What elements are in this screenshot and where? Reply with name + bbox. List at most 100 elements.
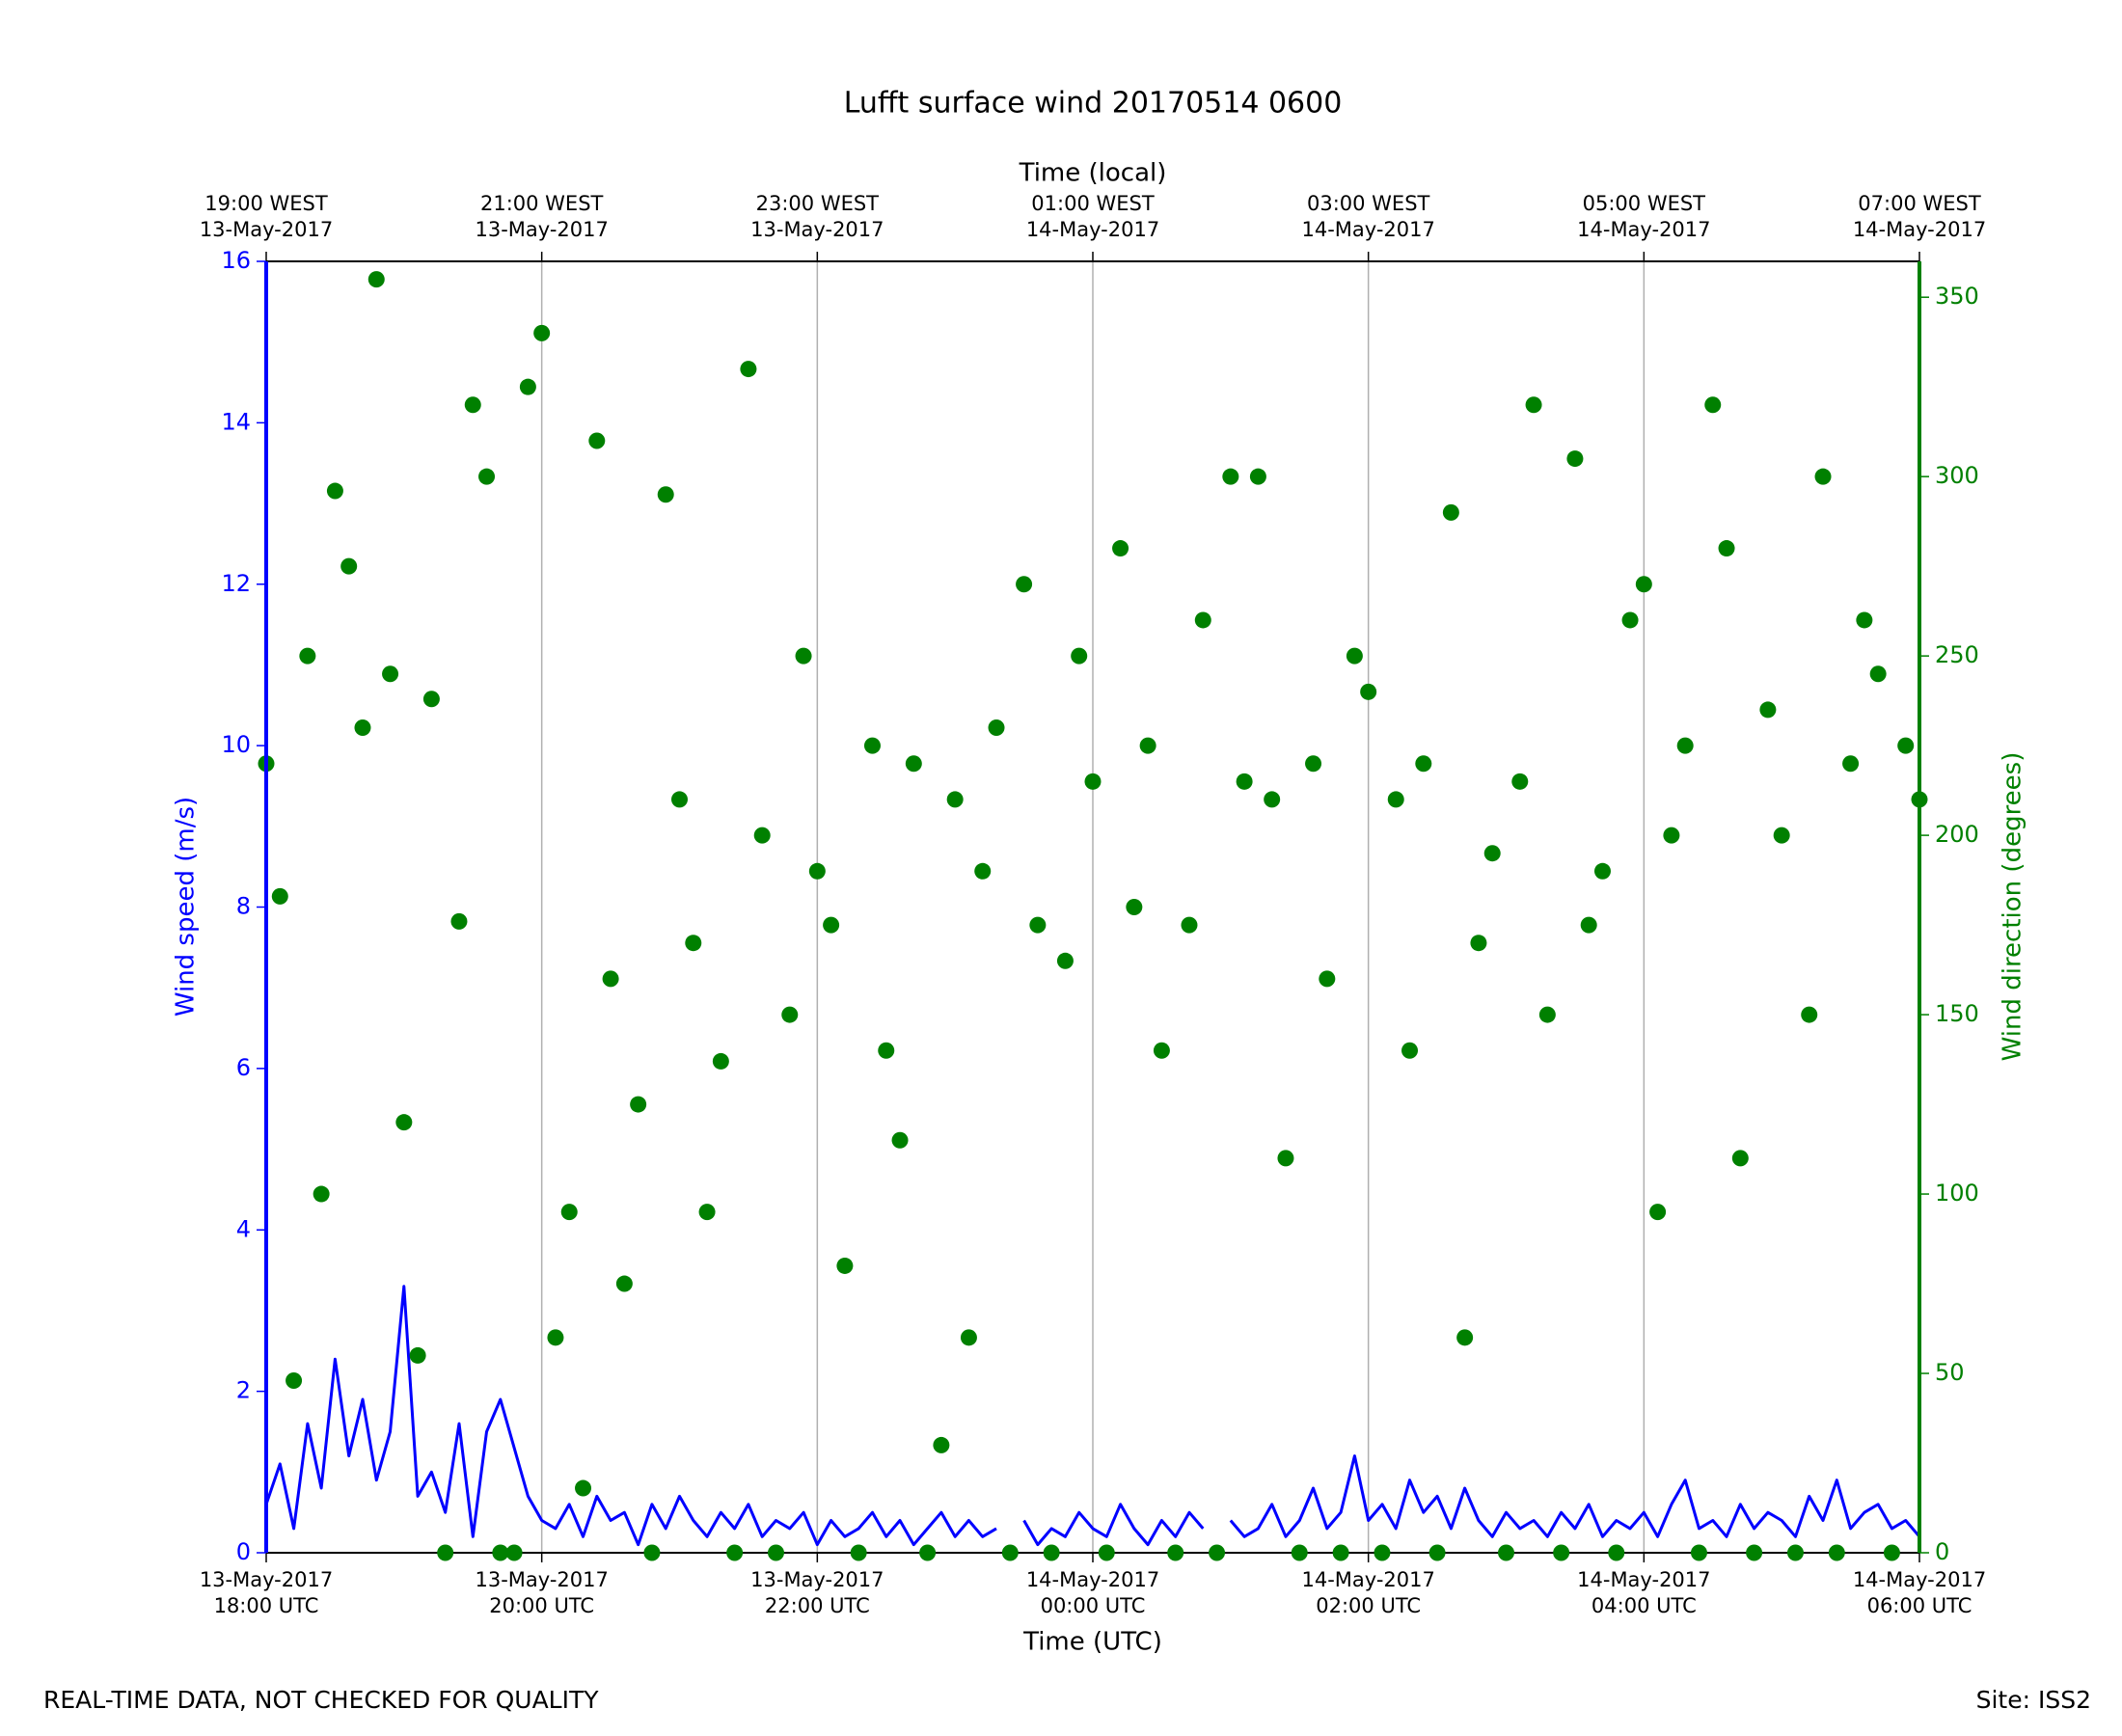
x2-tick-label: 13-May-2017 bbox=[475, 218, 608, 241]
wind-direction-point bbox=[1608, 1544, 1625, 1561]
x2-tick-label: 19:00 WEST bbox=[204, 192, 328, 215]
wind-direction-point bbox=[960, 1329, 977, 1346]
y-tick-label: 4 bbox=[236, 1215, 251, 1242]
wind-direction-point bbox=[340, 557, 358, 575]
y-tick-label: 16 bbox=[221, 247, 251, 274]
x-tick-label: 14-May-2017 bbox=[1301, 1568, 1434, 1591]
wind-direction-point bbox=[753, 827, 771, 844]
wind-direction-point bbox=[1001, 1544, 1019, 1561]
wind-direction-point bbox=[1071, 647, 1088, 665]
wind-direction-point bbox=[1649, 1204, 1667, 1221]
wind-direction-point bbox=[878, 1042, 895, 1059]
wind-direction-point bbox=[1401, 1042, 1419, 1059]
wind-direction-point bbox=[1236, 773, 1253, 790]
wind-direction-point bbox=[767, 1544, 784, 1561]
wind-direction-point bbox=[1718, 540, 1735, 557]
wind-direction-point bbox=[286, 1371, 303, 1389]
wind-direction-point bbox=[643, 1544, 661, 1561]
wind-direction-point bbox=[492, 1544, 509, 1561]
wind-direction-point bbox=[1181, 916, 1198, 934]
wind-direction-point bbox=[1016, 576, 1033, 593]
x-tick-label: 13-May-2017 bbox=[200, 1568, 333, 1591]
wind-direction-point bbox=[671, 791, 688, 808]
wind-direction-point bbox=[271, 887, 288, 905]
wind-direction-point bbox=[1538, 1006, 1556, 1023]
y-tick-label: 0 bbox=[236, 1538, 251, 1565]
wind-speed-line bbox=[264, 1285, 1921, 1547]
y2-tick-label: 350 bbox=[1935, 283, 1979, 310]
wind-direction-point bbox=[382, 665, 399, 683]
x-tick-label: 13-May-2017 bbox=[750, 1568, 884, 1591]
wind-direction-point bbox=[685, 935, 702, 952]
wind-direction-point bbox=[519, 378, 536, 395]
wind-direction-point bbox=[1704, 396, 1722, 414]
wind-direction-point bbox=[1897, 737, 1915, 754]
wind-direction-point bbox=[1387, 791, 1404, 808]
wind-direction-point bbox=[478, 468, 496, 485]
y2-axis-label: Wind direction (degrees) bbox=[1999, 752, 2027, 1062]
x-tick-label: 02:00 UTC bbox=[1316, 1594, 1421, 1617]
x-tick-label: 13-May-2017 bbox=[475, 1568, 608, 1591]
wind-direction-point bbox=[1442, 503, 1459, 521]
wind-direction-point bbox=[1525, 396, 1542, 414]
y2-tick-label: 150 bbox=[1935, 1000, 1979, 1027]
wind-direction-point bbox=[1456, 1329, 1474, 1346]
footer-site: Site: ISS2 bbox=[1976, 1686, 2091, 1714]
x2-tick-label: 14-May-2017 bbox=[1026, 218, 1159, 241]
wind-direction-point bbox=[657, 486, 674, 503]
wind-direction-point bbox=[437, 1544, 454, 1561]
wind-direction-point bbox=[1319, 970, 1336, 988]
wind-direction-point bbox=[1153, 1042, 1170, 1059]
wind-direction-point bbox=[919, 1544, 937, 1561]
wind-direction-point bbox=[1249, 468, 1266, 485]
y-tick-label: 14 bbox=[221, 408, 251, 435]
x2-tick-label: 13-May-2017 bbox=[750, 218, 884, 241]
x-tick-label: 06:00 UTC bbox=[1867, 1594, 1972, 1617]
wind-direction-point bbox=[1056, 952, 1074, 969]
y2-tick-label: 300 bbox=[1935, 462, 1979, 489]
x2-tick-label: 23:00 WEST bbox=[756, 192, 880, 215]
wind-direction-point bbox=[1222, 468, 1239, 485]
wind-direction-point bbox=[1759, 701, 1777, 719]
wind-direction-point bbox=[1580, 916, 1597, 934]
wind-direction-point bbox=[836, 1257, 854, 1274]
wind-direction-point bbox=[1773, 827, 1790, 844]
wind-direction-point bbox=[863, 737, 881, 754]
wind-direction-point bbox=[1167, 1544, 1184, 1561]
wind-direction-point bbox=[533, 324, 551, 341]
wind-direction-point bbox=[1511, 773, 1529, 790]
wind-direction-point bbox=[1029, 916, 1047, 934]
wind-direction-point bbox=[395, 1114, 413, 1131]
wind-direction-point bbox=[1828, 1544, 1845, 1561]
wind-direction-point bbox=[974, 862, 992, 880]
y-tick-label: 6 bbox=[236, 1054, 251, 1081]
x2-axis-label: Time (local) bbox=[1019, 159, 1167, 188]
wind-direction-point bbox=[615, 1275, 633, 1292]
wind-direction-point bbox=[1483, 845, 1501, 862]
wind-direction-point bbox=[1856, 611, 1873, 629]
x2-tick-label: 13-May-2017 bbox=[200, 218, 333, 241]
x2-tick-label: 14-May-2017 bbox=[1577, 218, 1710, 241]
wind-direction-point bbox=[1731, 1150, 1749, 1167]
wind-direction-point bbox=[409, 1346, 426, 1364]
wind-direction-point bbox=[1621, 611, 1639, 629]
wind-direction-point bbox=[1209, 1544, 1226, 1561]
wind-direction-point bbox=[1305, 755, 1322, 773]
wind-direction-point bbox=[1112, 540, 1129, 557]
wind-direction-point bbox=[850, 1544, 867, 1561]
wind-direction-point bbox=[1139, 737, 1156, 754]
wind-direction-point bbox=[1277, 1150, 1294, 1167]
wind-direction-point bbox=[1663, 827, 1680, 844]
wind-direction-point bbox=[464, 396, 481, 414]
wind-direction-point bbox=[905, 755, 922, 773]
y2-tick-label: 250 bbox=[1935, 641, 1979, 668]
x-tick-label: 14-May-2017 bbox=[1026, 1568, 1159, 1591]
wind-direction-point bbox=[422, 691, 440, 708]
y-tick-label: 10 bbox=[221, 731, 251, 758]
wind-direction-point bbox=[1635, 576, 1652, 593]
y-tick-label: 12 bbox=[221, 570, 251, 597]
wind-direction-point bbox=[781, 1006, 799, 1023]
chart-title: Lufft surface wind 20170514 0600 bbox=[844, 87, 1343, 121]
